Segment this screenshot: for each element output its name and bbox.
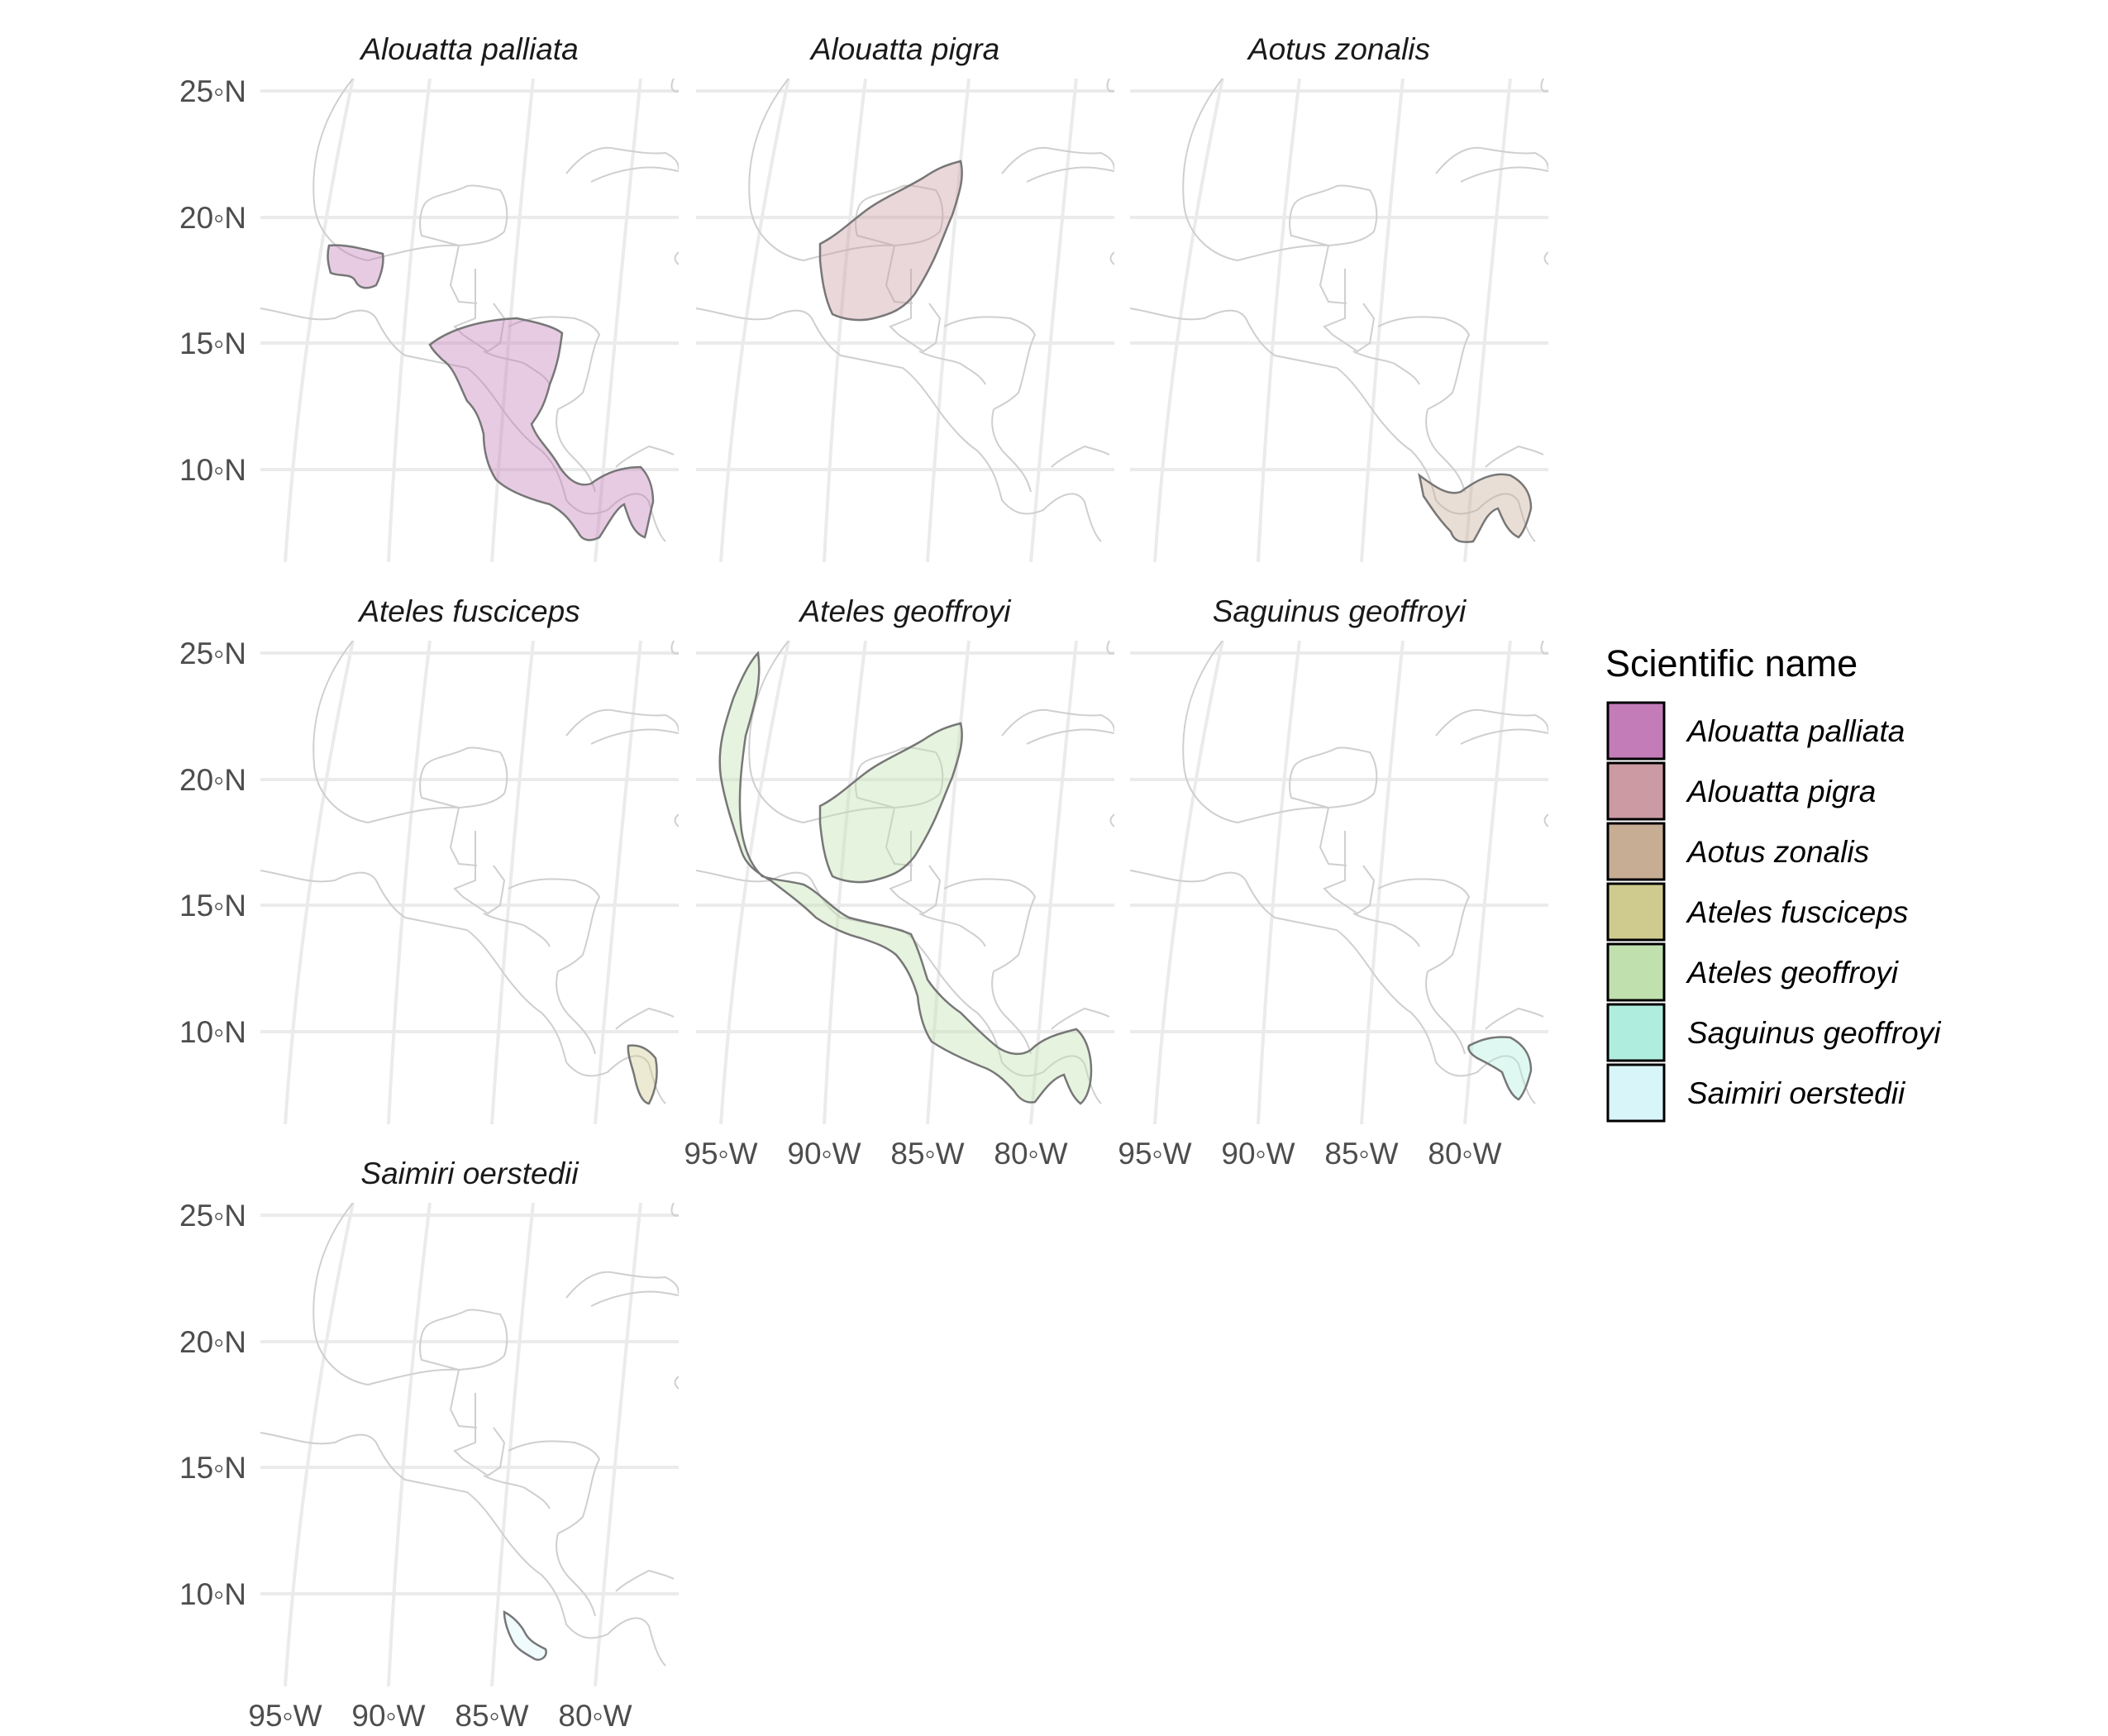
- y-tick-label: 10◦N: [179, 1577, 246, 1611]
- y-tick-label: 15◦N: [179, 327, 246, 360]
- x-axis-panel-6: 95◦W 90◦W 85◦W 80◦W: [1118, 1137, 1501, 1171]
- range-aotus-zonalis: [1418, 473, 1533, 543]
- map-panel-saimiri-oerstedii: [260, 1203, 679, 1686]
- x-tick-label: 80◦W: [994, 1137, 1067, 1171]
- y-axis-row-3: 25◦N 20◦N 15◦N 10◦N: [179, 1199, 246, 1611]
- legend-title: Scientific name: [1605, 642, 1858, 684]
- map-panel-ateles-geoffroyi: [696, 641, 1114, 1124]
- range-saguinus-geoffroyi: [1467, 1036, 1533, 1101]
- x-tick-label: 95◦W: [1118, 1137, 1191, 1171]
- range-alouatta-pigra: [818, 160, 963, 322]
- y-tick-label: 15◦N: [179, 889, 246, 923]
- panel-title: Alouatta pigra: [809, 32, 999, 66]
- x-tick-label: 90◦W: [787, 1137, 861, 1171]
- y-axis-row-1: 25◦N 20◦N 15◦N 10◦N: [179, 74, 246, 487]
- legend-label: Saguinus geoffroyi: [1687, 1016, 1942, 1050]
- map-panel-saguinus-geoffroyi: [1130, 641, 1548, 1124]
- legend-swatch: [1606, 1063, 1666, 1123]
- range-alouatta-palliata: [327, 244, 655, 541]
- legend-swatch: [1606, 882, 1666, 942]
- legend-label: Ateles geoffroyi: [1686, 956, 1900, 990]
- y-tick-label: 20◦N: [179, 1325, 246, 1359]
- y-tick-label: 20◦N: [179, 201, 246, 235]
- panel-title: Ateles fusciceps: [357, 594, 579, 628]
- x-tick-label: 95◦W: [248, 1699, 322, 1733]
- y-tick-label: 10◦N: [179, 1015, 246, 1049]
- panel-title: Alouatta palliata: [359, 32, 578, 66]
- y-tick-label: 15◦N: [179, 1451, 246, 1485]
- x-tick-label: 80◦W: [1428, 1137, 1501, 1171]
- legend-swatch: [1606, 761, 1666, 821]
- y-tick-label: 25◦N: [179, 637, 246, 670]
- x-tick-label: 85◦W: [1324, 1137, 1398, 1171]
- range-saimiri-oerstedii: [503, 1610, 547, 1661]
- x-tick-label: 80◦W: [558, 1699, 632, 1733]
- x-tick-label: 90◦W: [1221, 1137, 1295, 1171]
- panel-title: Ateles geoffroyi: [798, 594, 1012, 628]
- legend-swatch: [1606, 1003, 1666, 1062]
- range-ateles-fusciceps: [627, 1044, 658, 1105]
- map-panel-aotus-zonalis: [1130, 79, 1548, 562]
- legend-swatch: [1606, 822, 1666, 881]
- panel-title: Saguinus geoffroyi: [1213, 594, 1467, 628]
- y-axis-row-2: 25◦N 20◦N 15◦N 10◦N: [179, 637, 246, 1049]
- legend-label: Ateles fusciceps: [1686, 895, 1908, 929]
- legend-label: Aotus zonalis: [1686, 835, 1869, 869]
- map-panel-ateles-fusciceps: [260, 641, 679, 1124]
- legend-label: Alouatta pigra: [1686, 775, 1876, 808]
- x-axis-panel-7: 95◦W 90◦W 85◦W 80◦W: [248, 1699, 632, 1733]
- x-tick-label: 90◦W: [351, 1699, 425, 1733]
- map-panel-alouatta-palliata: [260, 79, 679, 562]
- legend-label: Alouatta palliata: [1686, 714, 1905, 748]
- x-tick-label: 85◦W: [455, 1699, 528, 1733]
- legend-label: Saimiri oerstedii: [1687, 1076, 1906, 1110]
- x-tick-label: 85◦W: [890, 1137, 964, 1171]
- x-axis-panel-5: 95◦W 90◦W 85◦W 80◦W: [684, 1137, 1067, 1171]
- panel-title: Aotus zonalis: [1247, 32, 1430, 66]
- x-tick-label: 95◦W: [684, 1137, 757, 1171]
- y-tick-label: 25◦N: [179, 74, 246, 108]
- y-tick-label: 10◦N: [179, 453, 246, 487]
- legend-swatch: [1606, 701, 1666, 761]
- y-tick-label: 20◦N: [179, 763, 246, 797]
- y-tick-label: 25◦N: [179, 1199, 246, 1233]
- legend-swatch: [1606, 942, 1666, 1002]
- map-panel-alouatta-pigra: [696, 79, 1114, 562]
- panel-title: Saimiri oerstedii: [360, 1157, 579, 1190]
- legend: Scientific name Alouatta palliata Alouatt…: [1605, 642, 1942, 1123]
